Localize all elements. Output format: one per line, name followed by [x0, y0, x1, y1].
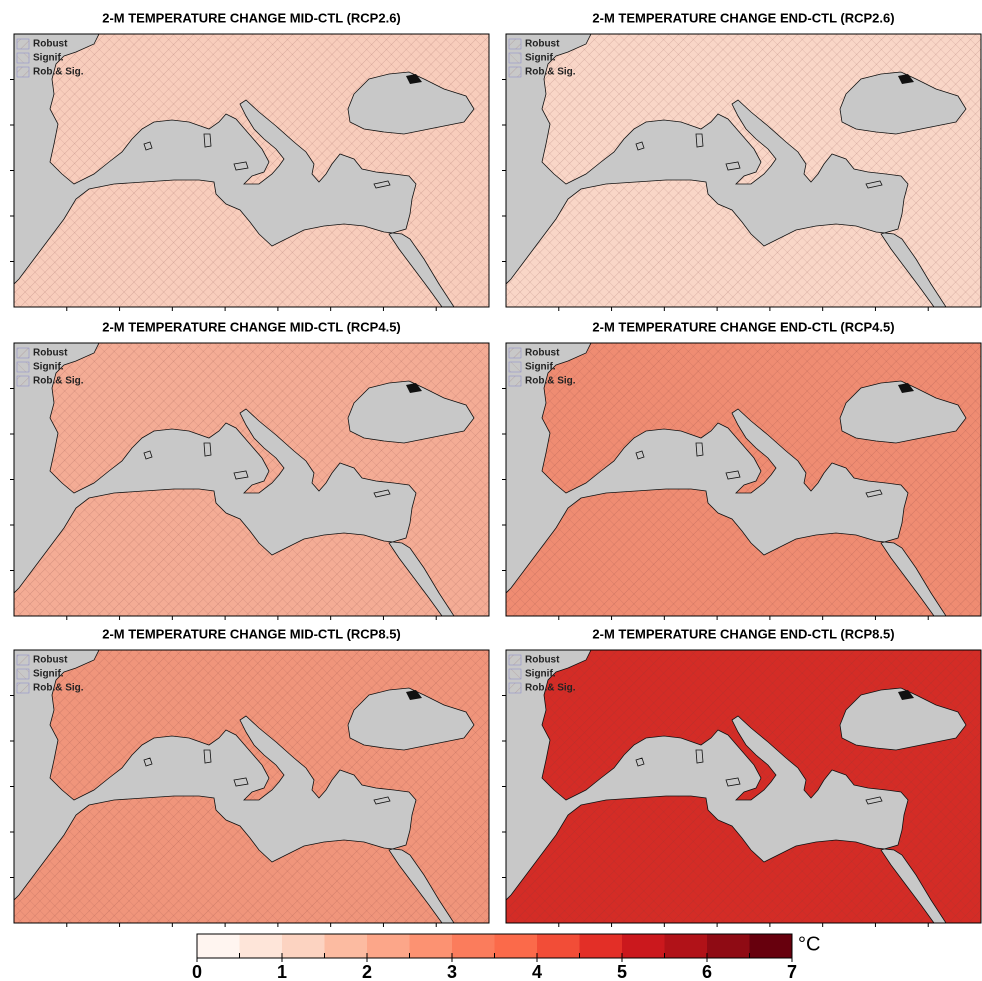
legend-label: Signif.	[525, 362, 556, 373]
colorbar-label: 7	[787, 962, 797, 981]
map-panel: 2-M TEMPERATURE CHANGE MID-CTL (RCP8.5) R…	[10, 626, 490, 927]
colorbar-segment	[324, 934, 367, 958]
panel-title: 2-M TEMPERATURE CHANGE MID-CTL (RCP2.6)	[102, 10, 401, 25]
map-panel: 2-M TEMPERATURE CHANGE END-CTL (RCP8.5) R…	[502, 626, 982, 927]
legend-swatch	[508, 66, 522, 78]
legend-label: Rob.& Sig.	[33, 67, 84, 78]
colorbar-label: 3	[447, 962, 457, 981]
colorbar-segment	[622, 934, 665, 958]
legend-swatch	[16, 375, 30, 387]
legend-swatch	[16, 66, 30, 78]
legend-swatch	[508, 361, 522, 373]
legend-swatch	[508, 38, 522, 50]
colorbar-label: 0	[192, 962, 202, 981]
legend-label: Robust	[525, 39, 560, 50]
legend-label: Signif.	[525, 53, 556, 64]
legend-label: Rob.& Sig.	[33, 683, 84, 694]
colorbar-segment	[664, 934, 707, 958]
legend-swatch	[16, 38, 30, 50]
legend-label: Signif.	[33, 362, 64, 373]
colorbar-segment	[239, 934, 282, 958]
colorbar-label: 2	[362, 962, 372, 981]
legend-label: Rob.& Sig.	[525, 67, 576, 78]
panel-title: 2-M TEMPERATURE CHANGE END-CTL (RCP4.5)	[592, 319, 894, 334]
colorbar-segment	[282, 934, 325, 958]
colorbar-label: 1	[277, 962, 287, 981]
legend-swatch	[16, 347, 30, 359]
legend-swatch	[16, 654, 30, 666]
legend-swatch	[508, 52, 522, 64]
legend-label: Robust	[525, 655, 560, 666]
legend-label: Signif.	[33, 669, 64, 680]
colorbar-segment	[409, 934, 452, 958]
legend-label: Robust	[33, 39, 68, 50]
colorbar-segment	[749, 934, 792, 958]
map-panel: 2-M TEMPERATURE CHANGE END-CTL (RCP4.5) R…	[502, 319, 982, 620]
colorbar-segment	[707, 934, 750, 958]
legend-swatch	[16, 52, 30, 64]
legend-swatch	[508, 682, 522, 694]
legend-swatch	[16, 668, 30, 680]
legend-label: Signif.	[33, 53, 64, 64]
colorbar-segment	[494, 934, 537, 958]
legend-swatch	[508, 654, 522, 666]
legend-swatch	[16, 361, 30, 373]
legend-swatch	[508, 347, 522, 359]
legend-swatch	[508, 375, 522, 387]
map-panel: 2-M TEMPERATURE CHANGE MID-CTL (RCP4.5) R…	[10, 319, 490, 620]
legend-swatch	[508, 668, 522, 680]
panel-title: 2-M TEMPERATURE CHANGE MID-CTL (RCP8.5)	[102, 626, 401, 641]
legend-label: Rob.& Sig.	[525, 376, 576, 387]
map-panel: 2-M TEMPERATURE CHANGE END-CTL (RCP2.6) R…	[502, 10, 982, 311]
colorbar-unit: °C	[798, 933, 820, 955]
legend-label: Robust	[33, 655, 68, 666]
colorbar-segment	[452, 934, 495, 958]
colorbar-segment	[579, 934, 622, 958]
colorbar-label: 4	[532, 962, 542, 981]
legend-label: Robust	[33, 348, 68, 359]
legend-swatch	[16, 682, 30, 694]
panel-title: 2-M TEMPERATURE CHANGE MID-CTL (RCP4.5)	[102, 319, 401, 334]
legend-label: Robust	[525, 348, 560, 359]
colorbar-label: 6	[702, 962, 712, 981]
legend-label: Rob.& Sig.	[525, 683, 576, 694]
colorbar-segment	[197, 934, 240, 958]
panel-title: 2-M TEMPERATURE CHANGE END-CTL (RCP8.5)	[592, 626, 894, 641]
colorbar-segment	[537, 934, 580, 958]
legend-label: Signif.	[525, 669, 556, 680]
colorbar-segment	[367, 934, 410, 958]
colorbar-label: 5	[617, 962, 627, 981]
panel-title: 2-M TEMPERATURE CHANGE END-CTL (RCP2.6)	[592, 10, 894, 25]
map-panel: 2-M TEMPERATURE CHANGE MID-CTL (RCP2.6) R…	[10, 10, 490, 311]
legend-label: Rob.& Sig.	[33, 376, 84, 387]
